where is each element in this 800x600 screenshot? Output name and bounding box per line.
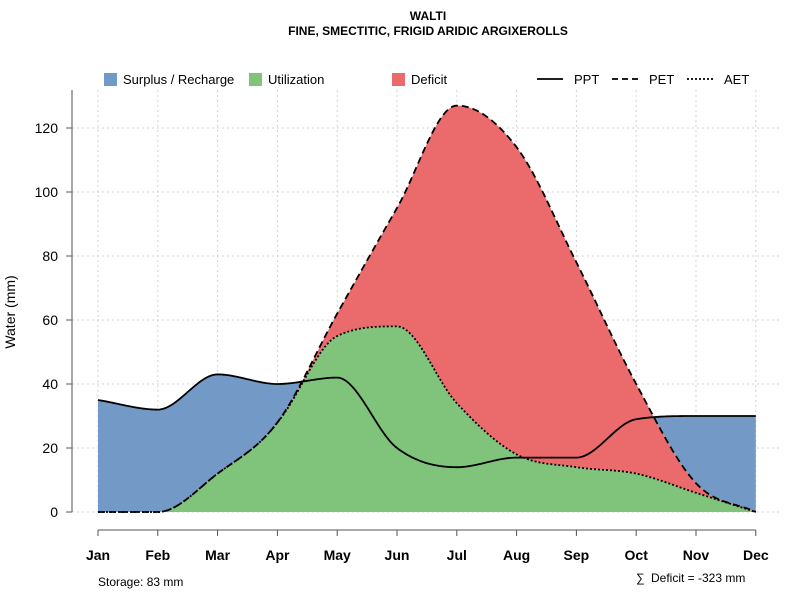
y-tick-label: 120 bbox=[35, 120, 59, 136]
x-tick-label: Sep bbox=[564, 547, 590, 563]
y-tick-label: 40 bbox=[42, 376, 58, 392]
chart-title: WALTI bbox=[410, 9, 446, 23]
y-tick-label: 60 bbox=[42, 312, 58, 328]
legend-label: Surplus / Recharge bbox=[123, 72, 234, 87]
x-tick-label: May bbox=[324, 547, 351, 563]
surplus-recharge-area bbox=[654, 416, 756, 512]
storage-note: Storage: 83 mm bbox=[98, 575, 183, 589]
utilization-area bbox=[161, 326, 754, 512]
x-tick-label: Jan bbox=[86, 547, 110, 563]
deficit-note: Deficit = -323 mm bbox=[651, 571, 745, 585]
legend-label: PET bbox=[649, 72, 674, 87]
x-tick-label: Dec bbox=[743, 547, 769, 563]
legend: Surplus / Recharge Utilization Deficit PPT P… bbox=[104, 72, 749, 87]
x-tick-label: Apr bbox=[265, 547, 290, 563]
legend-label: PPT bbox=[574, 72, 599, 87]
legend-swatch bbox=[392, 73, 405, 86]
y-tick-label: 100 bbox=[35, 184, 59, 200]
legend-swatch bbox=[249, 73, 262, 86]
pet-line bbox=[98, 104, 757, 513]
chart-subtitle: FINE, SMECTITIC, FRIGID ARIDIC ARGIXEROL… bbox=[288, 24, 568, 38]
x-tick-label: Feb bbox=[145, 547, 170, 563]
x-tick-label: Aug bbox=[503, 547, 530, 563]
y-tick-label: 0 bbox=[50, 504, 58, 520]
y-tick-label: 20 bbox=[42, 440, 58, 456]
x-tick-label: Jun bbox=[385, 547, 410, 563]
axes: 0 20 40 60 80 100 120 Jan Feb Mar Apr May Jun Jul Aug S… bbox=[35, 90, 769, 563]
x-tick-label: Jul bbox=[447, 547, 467, 563]
series-lines bbox=[97, 104, 757, 513]
area-fills bbox=[98, 105, 756, 512]
surplus-recharge-area bbox=[98, 374, 302, 512]
y-tick-label: 80 bbox=[42, 248, 58, 264]
legend-swatch bbox=[104, 73, 117, 86]
legend-label: Deficit bbox=[411, 72, 448, 87]
deficit-area bbox=[279, 105, 754, 512]
x-tick-label: Nov bbox=[683, 547, 710, 563]
legend-label: Utilization bbox=[268, 72, 324, 87]
sum-symbol: ∑ bbox=[636, 571, 645, 585]
x-tick-label: Mar bbox=[205, 547, 230, 563]
legend-label: AET bbox=[724, 72, 749, 87]
y-axis-label: Water (mm) bbox=[2, 275, 18, 348]
ppt-line bbox=[97, 373, 756, 469]
x-tick-label: Oct bbox=[625, 547, 649, 563]
aet-line bbox=[98, 325, 757, 513]
